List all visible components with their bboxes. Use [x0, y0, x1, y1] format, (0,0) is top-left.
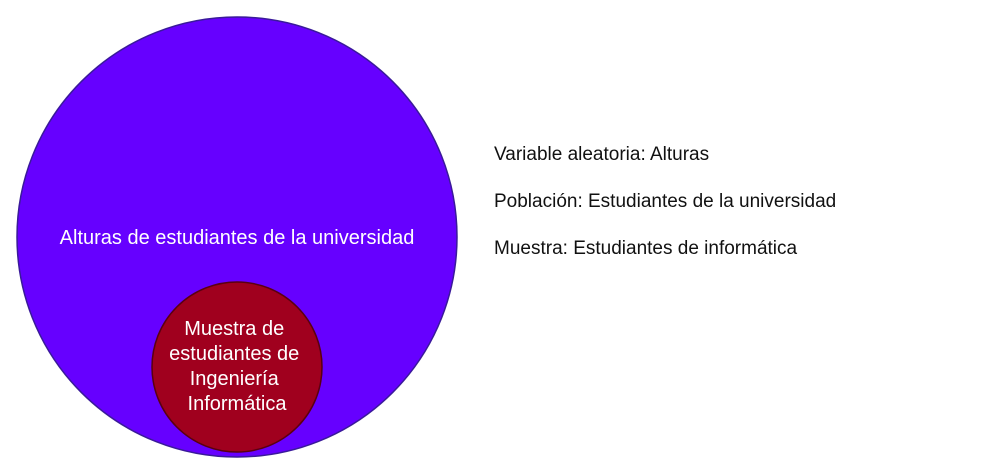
sample-circle-label: Muestra de estudiantes de Ingeniería Inf…: [169, 318, 305, 415]
sample-circle: [151, 281, 323, 453]
sample-label-line-3: Ingeniería: [190, 368, 280, 390]
sample-label-line-1: Muestra de: [184, 318, 284, 340]
legend-population: Población: Estudiantes de la universidad: [494, 191, 837, 212]
legend-random-variable: Variable aleatoria: Alturas: [494, 144, 710, 165]
sample-label-line-4: Informática: [188, 393, 288, 415]
sample-label-line-2: estudiantes de: [169, 343, 299, 365]
population-circle-label: Alturas de estudiantes de la universidad: [60, 227, 415, 249]
legend-sample: Muestra: Estudiantes de informática: [494, 238, 798, 259]
definitions-legend: Variable aleatoria: Alturas Población: E…: [494, 143, 836, 284]
population-circle: [16, 16, 458, 458]
